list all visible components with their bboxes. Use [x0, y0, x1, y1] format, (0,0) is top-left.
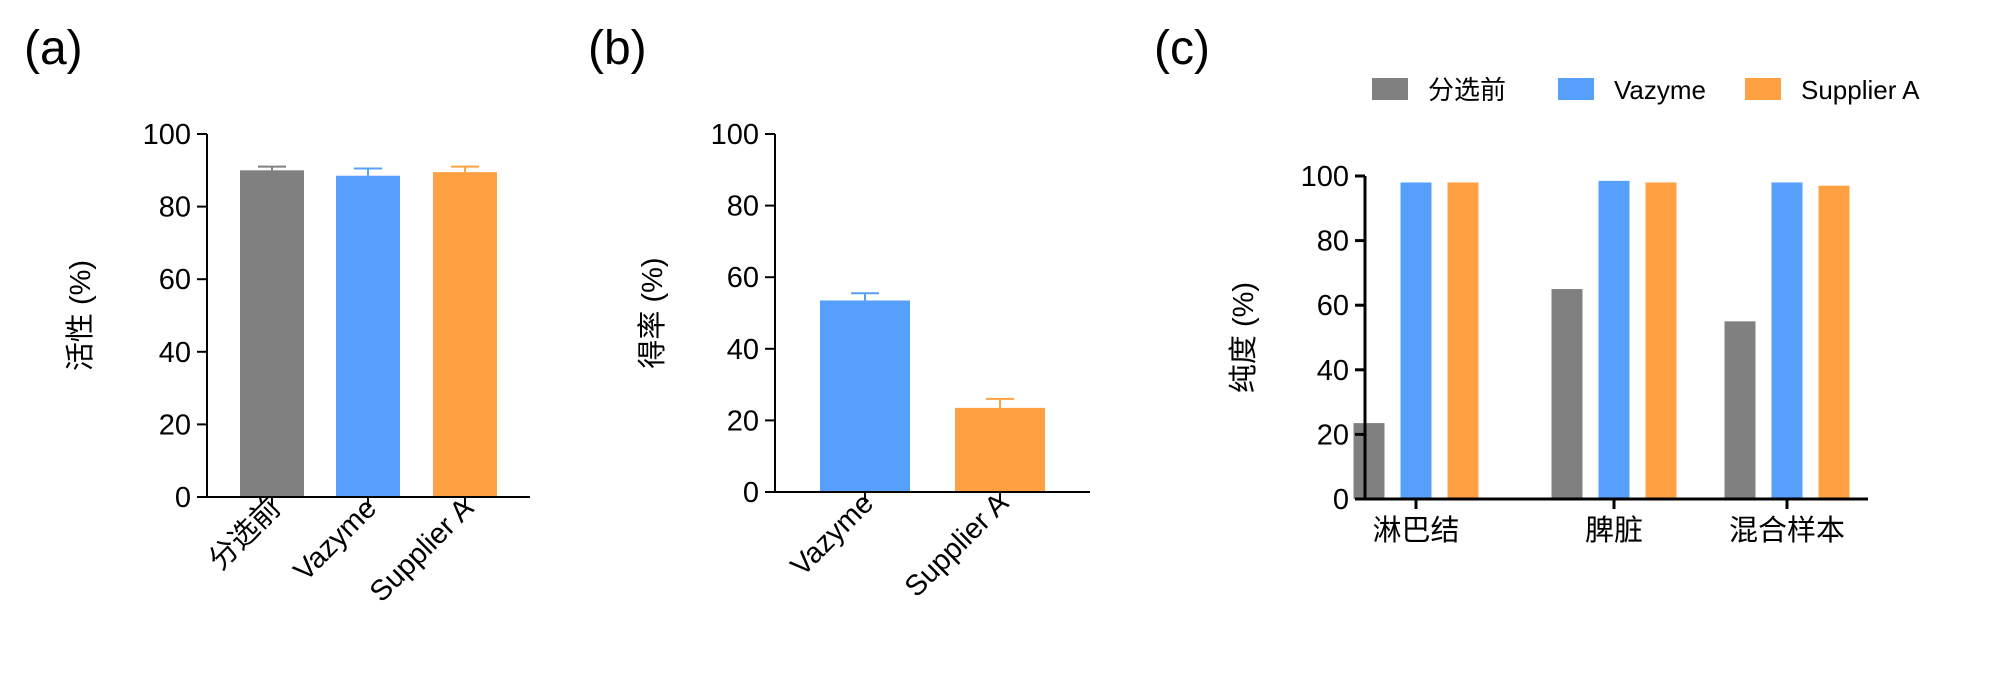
y-tick-label-2: 40 [727, 334, 759, 366]
bar-0 [820, 300, 910, 492]
y-tick-label-2: 40 [1317, 355, 1349, 387]
bar-2 [433, 172, 497, 498]
x-category-label-2: Supplier A [364, 492, 481, 609]
y-tick-label-4: 80 [159, 192, 191, 224]
bar-2-1 [1645, 182, 1677, 499]
bar-0 [240, 170, 304, 498]
bar-1-0 [1400, 182, 1432, 499]
y-tick-label-1: 20 [159, 409, 191, 441]
y-tick-label-4: 80 [1317, 226, 1349, 258]
y-tick-label-2: 40 [159, 337, 191, 369]
y-tick-label-0: 0 [175, 482, 191, 514]
y-tick-label-1: 20 [1317, 419, 1349, 451]
y-tick-label-3: 60 [159, 264, 191, 296]
bar-2-2 [1818, 185, 1850, 499]
legend-swatch-1 [1558, 78, 1594, 100]
x-category-label-1: Supplier A [899, 487, 1016, 604]
panel-b-label: (b) [588, 22, 647, 75]
bar-0-2 [1724, 321, 1756, 499]
x-category-label-0: 分选前 [202, 492, 287, 577]
x-category-label-0: 淋巴结 [1372, 514, 1459, 547]
bar-2-0 [1447, 182, 1479, 499]
y-tick-label-0: 0 [1333, 484, 1349, 516]
y-tick-label-4: 80 [727, 191, 759, 223]
y-tick-label-5: 100 [711, 119, 759, 151]
chart-panel-b: 0 20 40 60 80 100 Vazyme Supplier A 得率 (%) [636, 119, 1090, 603]
bar-1-2 [1771, 182, 1803, 499]
legend-label-1: Vazyme [1614, 75, 1706, 105]
x-category-label-0: Vazyme [785, 487, 880, 582]
x-category-label-2: 混合样本 [1729, 514, 1845, 547]
y-tick-label-1: 20 [727, 405, 759, 437]
legend-swatch-2 [1745, 78, 1781, 100]
bar-1 [955, 407, 1045, 492]
y-tick-label-5: 100 [143, 119, 191, 151]
bar-1 [336, 175, 400, 497]
y-tick-label-0: 0 [743, 477, 759, 509]
y-axis-label: 活性 (%) [64, 260, 97, 371]
legend-label-2: Supplier A [1801, 75, 1920, 105]
y-tick-label-3: 60 [727, 262, 759, 294]
legend-label-0: 分选前 [1428, 75, 1506, 105]
y-axis-label: 得率 (%) [636, 257, 669, 368]
bar-0-1 [1551, 289, 1583, 499]
y-axis-label: 纯度 (%) [1227, 282, 1260, 393]
x-category-label-1: Vazyme [288, 492, 383, 587]
bar-1-1 [1598, 180, 1630, 499]
legend-swatch-0 [1372, 78, 1408, 100]
chart-panel-c: 0 20 40 60 80 100 淋巴结 脾脏 混合样本 纯度 (%) 分选前 Vazyme Supp… [1227, 75, 1920, 547]
panel-c-label: (c) [1154, 22, 1210, 75]
panel-a-label: (a) [24, 22, 83, 75]
x-category-label-1: 脾脏 [1585, 514, 1643, 547]
y-tick-label-3: 60 [1317, 290, 1349, 322]
y-tick-label-5: 100 [1301, 161, 1349, 193]
